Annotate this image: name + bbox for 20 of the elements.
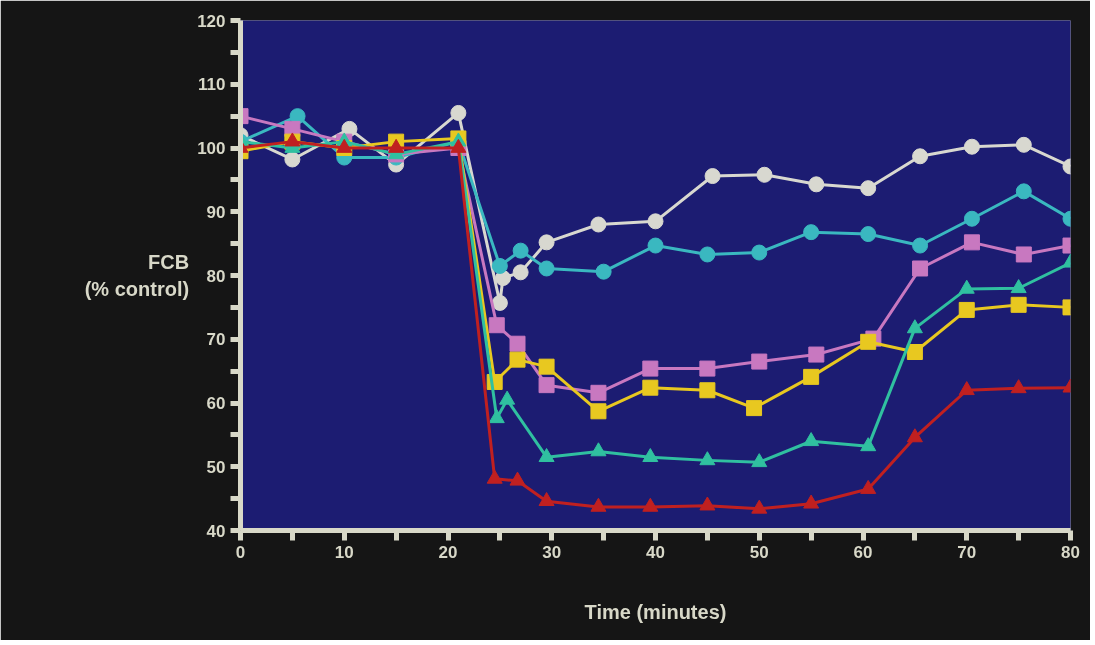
y-tick-label: 60 [206, 394, 226, 413]
x-tick-label: 30 [542, 542, 562, 562]
y-tick-label: 70 [206, 330, 226, 350]
x-tick-label: 10 [334, 542, 354, 562]
x-tick-label: 20 [438, 542, 458, 562]
x-tick-label: 50 [749, 542, 769, 562]
y-axis-title: FCB (% control) [84, 251, 190, 300]
x-tick-label: 80 [1061, 542, 1080, 562]
x-tick-label: 0 [235, 542, 246, 562]
y-tick-label: 80 [206, 266, 226, 286]
y-tick-label: 100 [197, 139, 226, 158]
x-tick-label: 70 [957, 542, 977, 562]
x-axis-title: Time (minutes) [584, 600, 727, 623]
x-tick-label: 40 [646, 542, 665, 562]
y-tick-label: 90 [206, 202, 226, 222]
y-tick-label: 120 [197, 11, 226, 31]
y-tick-label: 50 [206, 457, 226, 477]
y-tick-label: 110 [198, 75, 226, 95]
y-tick-label: 40 [206, 521, 226, 541]
x-tick-label: 60 [853, 542, 873, 562]
